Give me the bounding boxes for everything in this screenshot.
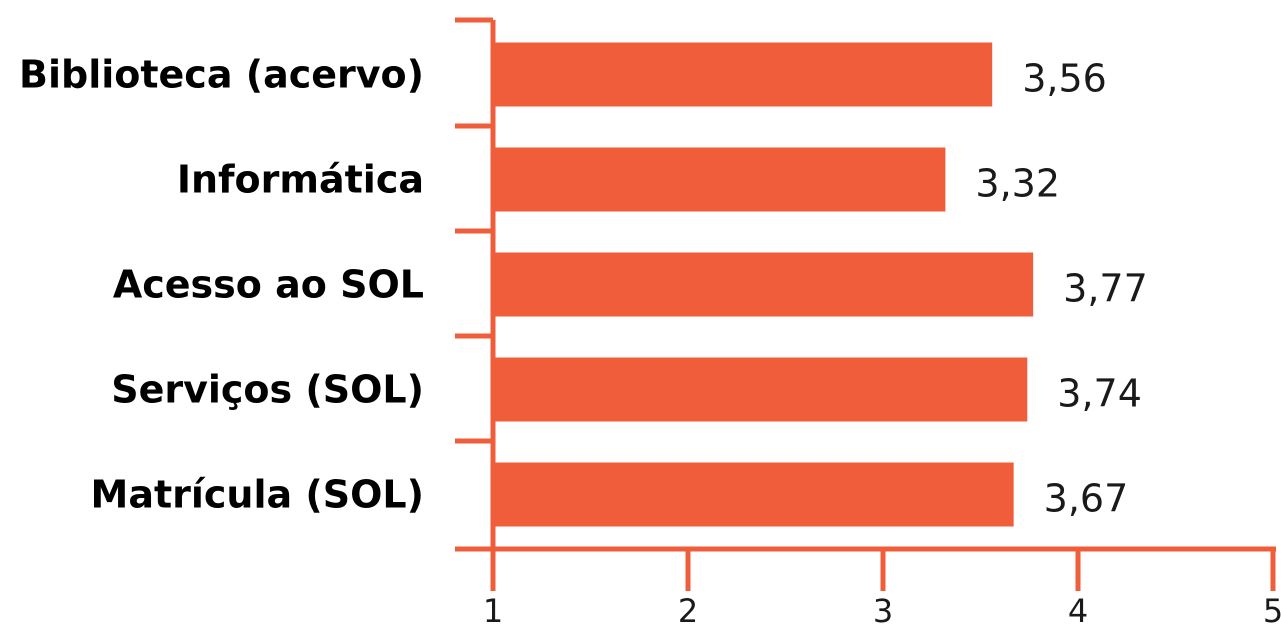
value-label-3: 3,74 (1057, 372, 1142, 416)
x-tick-label-3: 4 (1068, 592, 1088, 625)
bar-0 (493, 42, 993, 107)
value-label-1: 3,32 (975, 162, 1060, 206)
category-label-2: Acesso ao SOL (113, 263, 424, 307)
bar-1 (493, 147, 946, 212)
x-tick-label-0: 1 (483, 592, 503, 625)
value-label-2: 3,77 (1063, 267, 1148, 311)
x-tick-label-4: 5 (1263, 592, 1281, 625)
bar-4 (493, 462, 1014, 527)
category-label-1: Informática (177, 158, 424, 202)
bars-group (493, 42, 1034, 527)
axes-group (455, 17, 1276, 591)
bar-2 (493, 252, 1034, 317)
category-label-0: Biblioteca (acervo) (19, 53, 424, 97)
value-label-0: 3,56 (1022, 57, 1107, 101)
bar-3 (493, 357, 1028, 422)
category-label-4: Matrícula (SOL) (91, 473, 424, 517)
labels-group: Biblioteca (acervo) 3,56 Informática 3,32 Ac… (19, 53, 1281, 625)
value-label-4: 3,67 (1044, 477, 1129, 521)
x-tick-label-1: 2 (678, 592, 698, 625)
category-label-3: Serviços (SOL) (111, 368, 424, 412)
x-tick-label-2: 3 (873, 592, 893, 625)
